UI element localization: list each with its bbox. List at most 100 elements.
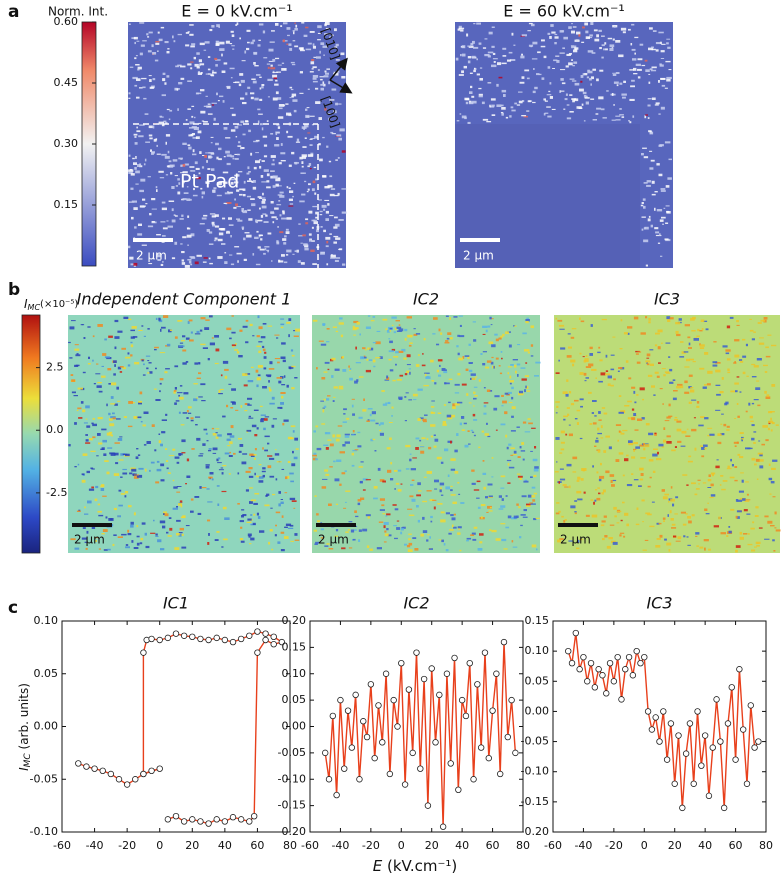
- speckle: [335, 59, 340, 61]
- speckle: [385, 402, 391, 404]
- speckle: [85, 418, 88, 420]
- speckle: [603, 412, 608, 415]
- speckle: [482, 472, 487, 475]
- speckle: [442, 423, 447, 426]
- speckle: [284, 536, 289, 539]
- speckle: [110, 434, 113, 437]
- speckle: [228, 455, 233, 457]
- speckle: [225, 137, 231, 139]
- speckle: [217, 256, 223, 259]
- speckle: [643, 447, 646, 451]
- data-point: [587, 660, 595, 667]
- data-point: [713, 696, 720, 703]
- speckle: [560, 430, 565, 434]
- speckle: [234, 81, 240, 84]
- speckle: [541, 39, 545, 42]
- speckle: [675, 322, 681, 325]
- speckle: [289, 97, 292, 99]
- speckle: [235, 24, 238, 26]
- speckle: [342, 356, 344, 359]
- speckle: [673, 390, 678, 392]
- speckle: [574, 47, 579, 50]
- speckle: [238, 83, 242, 87]
- speckle: [259, 165, 262, 169]
- speckle: [645, 512, 650, 515]
- speckle: [515, 370, 517, 374]
- speckle: [187, 321, 190, 324]
- speckle: [703, 444, 708, 447]
- speckle: [322, 323, 326, 326]
- speckle: [437, 359, 443, 362]
- series-line: [78, 630, 284, 825]
- speckle: [389, 327, 393, 330]
- speckle: [765, 396, 771, 399]
- speckle: [566, 407, 570, 409]
- speckle: [677, 383, 683, 386]
- speckle: [194, 63, 199, 67]
- speckle: [331, 375, 334, 378]
- speckle: [389, 330, 391, 332]
- speckle: [774, 527, 777, 529]
- speckle: [624, 458, 629, 462]
- speckle: [333, 71, 336, 74]
- speckle: [734, 466, 738, 468]
- speckle: [379, 479, 385, 482]
- speckle: [263, 252, 266, 255]
- speckle: [139, 391, 143, 395]
- speckle: [262, 30, 266, 34]
- speckle: [189, 256, 195, 258]
- speckle: [325, 236, 331, 240]
- speckle: [543, 55, 547, 59]
- speckle: [511, 109, 516, 112]
- scale-bar: [72, 523, 112, 527]
- colorbar-title: IMC(×10⁻⁵): [24, 297, 78, 312]
- speckle: [189, 198, 192, 201]
- data-point: [197, 635, 204, 643]
- speckle: [600, 462, 602, 466]
- data-point: [205, 636, 212, 644]
- speckle: [697, 328, 700, 332]
- speckle: [110, 396, 114, 399]
- speckle: [270, 212, 275, 214]
- speckle: [262, 192, 264, 196]
- speckle: [241, 208, 244, 211]
- speckle: [451, 524, 454, 528]
- arrow: [329, 79, 353, 94]
- speckle: [452, 406, 456, 409]
- speckle: [458, 528, 460, 530]
- speckle: [317, 32, 321, 34]
- speckle: [508, 344, 512, 348]
- speckle: [418, 490, 422, 492]
- speckle: [655, 234, 662, 237]
- speckle: [260, 197, 266, 199]
- speckle: [242, 102, 247, 105]
- speckle: [282, 359, 286, 363]
- speckle: [414, 548, 419, 551]
- speckle: [305, 222, 309, 225]
- data-point: [698, 762, 705, 769]
- speckle: [707, 427, 713, 429]
- y-tick-label: 0.15: [525, 614, 550, 627]
- speckle: [260, 414, 266, 416]
- speckle: [517, 456, 521, 458]
- speckle: [596, 437, 599, 439]
- speckle: [226, 162, 231, 166]
- speckle: [142, 198, 146, 201]
- speckle: [247, 41, 250, 44]
- speckle: [149, 137, 153, 140]
- speckle: [218, 185, 222, 188]
- speckle: [312, 454, 317, 457]
- speckle: [305, 218, 309, 221]
- speckle: [500, 112, 504, 114]
- speckle: [531, 58, 538, 60]
- speckle: [640, 204, 644, 207]
- speckle: [393, 356, 399, 358]
- speckle: [204, 327, 210, 330]
- speckle: [277, 541, 281, 544]
- speckle: [327, 439, 332, 441]
- speckle: [679, 385, 684, 389]
- speckle: [526, 317, 529, 320]
- speckle: [387, 469, 392, 473]
- unit: (arb. units): [17, 683, 31, 753]
- speckle: [259, 248, 265, 251]
